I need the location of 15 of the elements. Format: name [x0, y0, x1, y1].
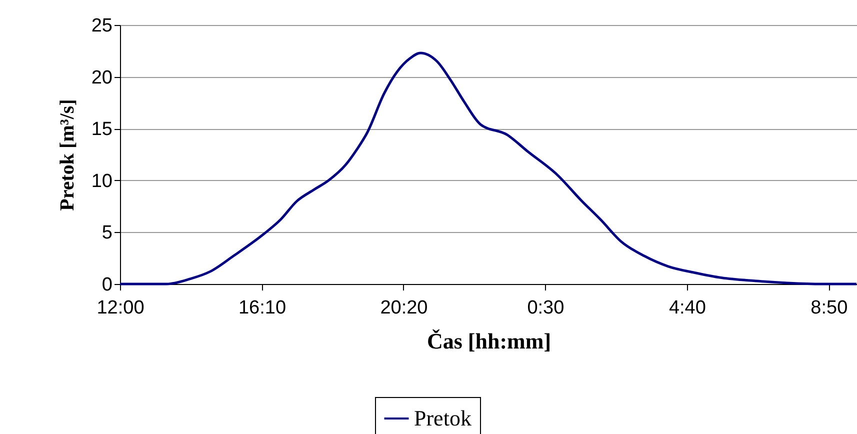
- y-tick-label: 0: [102, 274, 112, 296]
- y-tick-label: 5: [102, 222, 112, 244]
- y-tick-label: 25: [91, 16, 112, 36]
- y-axis-title: Pretok [m³/s]: [56, 99, 78, 211]
- x-tick-label: 8:50: [810, 298, 848, 318]
- x-tick-label: 16:10: [238, 298, 286, 318]
- y-tick-label: 20: [91, 67, 112, 88]
- legend-label: Pretok: [414, 406, 472, 430]
- x-tick-label: 4:40: [668, 298, 706, 318]
- x-tick-label: 0:30: [527, 298, 564, 318]
- x-tick-label: 12:00: [96, 298, 144, 318]
- y-tick-label: 15: [91, 119, 112, 140]
- x-axis-title: Čas [hh:mm]: [426, 328, 552, 354]
- x-tick-label: 20:20: [380, 298, 428, 318]
- y-tick-label: 10: [91, 170, 112, 192]
